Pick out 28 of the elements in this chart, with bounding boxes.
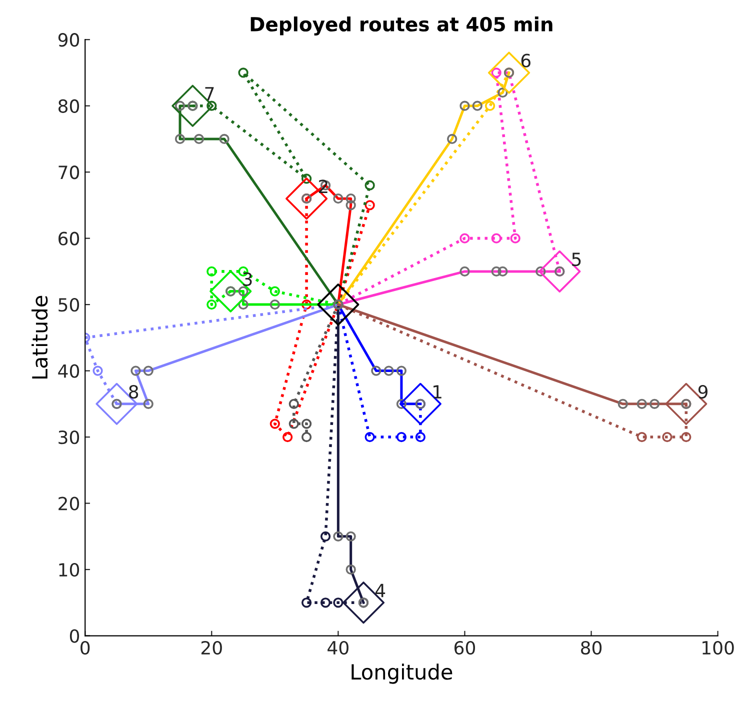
chart-title: Deployed routes at 405 min (250, 16, 552, 36)
x-tick-label: 60 (454, 640, 476, 655)
x-tick-label: 40 (328, 640, 348, 655)
annotation: 7 (205, 87, 214, 100)
annotation: 3 (243, 272, 252, 286)
y-tick-label: 80 (58, 99, 80, 113)
y-tick-label: 90 (58, 33, 80, 47)
x-tick-label: 80 (580, 640, 602, 655)
x-axis-title: Longitude (352, 664, 452, 684)
x-tick-label: 0 (80, 640, 90, 655)
y-axis-title: Latitude (32, 296, 48, 379)
y-tick-label: 30 (58, 430, 80, 444)
y-tick-label: 0 (70, 629, 80, 643)
y-tick-label: 20 (58, 496, 80, 510)
y-tick-label: 60 (58, 232, 80, 246)
y-tick-label: 50 (58, 298, 80, 312)
annotation: 1 (434, 385, 442, 398)
y-tick-label: 40 (58, 364, 80, 378)
y-tick-label: 70 (58, 166, 80, 180)
x-tick-label: 20 (201, 640, 222, 655)
x-tick-label: 100 (702, 640, 734, 655)
y-tick-label: 10 (59, 562, 80, 577)
annotation: 2 (318, 180, 328, 194)
annotation: 6 (521, 54, 530, 68)
annotation: 9 (698, 384, 708, 399)
annotation: 8 (129, 384, 138, 399)
annotation: 4 (375, 584, 386, 598)
annotation: 5 (572, 252, 581, 266)
